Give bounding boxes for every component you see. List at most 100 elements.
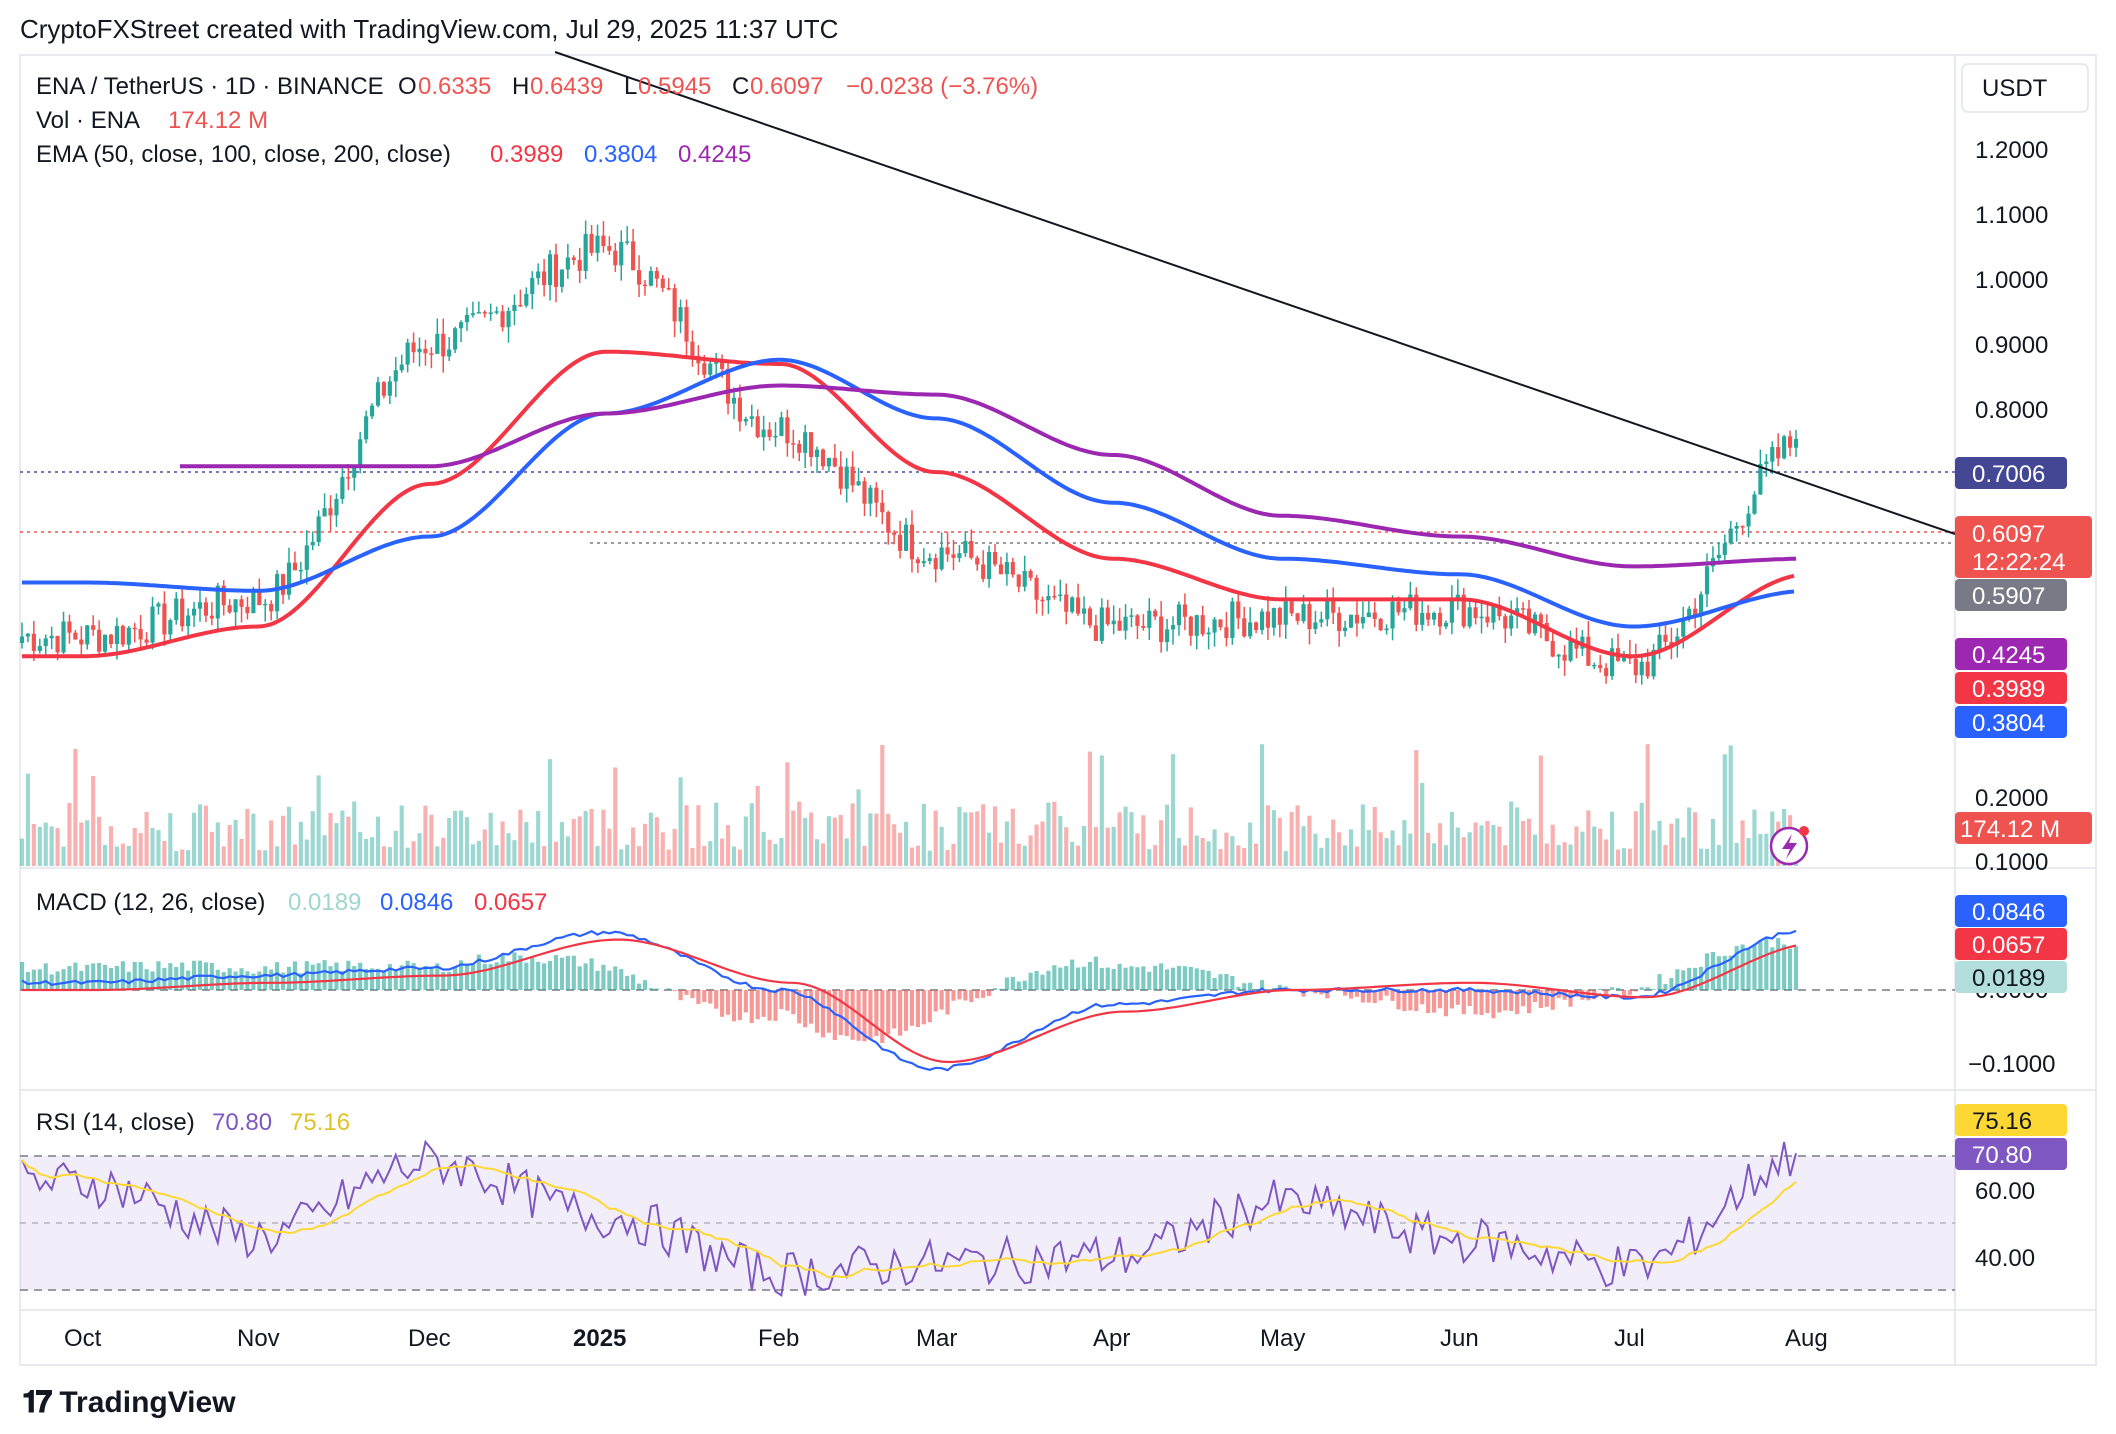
x-label: Nov (237, 1325, 280, 1352)
trading-chart[interactable]: ENA / TetherUS · 1D · BINANCE O 0.6335 H… (0, 0, 2116, 1390)
candle-body (868, 487, 873, 504)
candle-body (1076, 597, 1081, 614)
descending-trendline[interactable] (554, 51, 1956, 535)
macd-hist-bar (542, 963, 547, 990)
candle-body (280, 574, 286, 595)
candle-body (227, 605, 232, 613)
macd-hist-bar (814, 990, 820, 1033)
candle-body (898, 534, 903, 551)
macd-hist-bar (316, 963, 321, 990)
volume-bar (1010, 808, 1015, 866)
candle-body (1758, 463, 1763, 495)
volume-bar (500, 821, 505, 866)
macd-hist-bar (1254, 988, 1259, 990)
volume-bar (702, 845, 707, 866)
candle-body (921, 561, 926, 564)
macd-hist-bar (393, 970, 398, 990)
macd-hist-bar (251, 973, 256, 990)
volume-bar (1455, 827, 1460, 866)
currency-label[interactable]: USDT (1982, 75, 2048, 102)
candle-body (720, 361, 725, 369)
volume-bar (1301, 826, 1306, 866)
macd-hist-bar (1248, 982, 1253, 990)
volume-bar (530, 842, 535, 866)
time-axis[interactable]: Oct Nov Dec 2025 Feb Mar Apr May Jun Jul… (64, 1325, 1828, 1352)
candle-body (156, 603, 161, 607)
volume-bar (1200, 838, 1205, 866)
candle-body (1153, 610, 1158, 617)
macd-hist-bar (1259, 980, 1265, 990)
macd-hist-bar (221, 972, 226, 990)
macd-hist-bar (536, 961, 541, 990)
candle-body (589, 233, 594, 253)
macd-hist-bar (1432, 990, 1437, 1013)
candle-body (826, 457, 831, 467)
lightning-icon[interactable] (1769, 826, 1809, 866)
candle-body (304, 545, 309, 570)
macd-hist-bar (708, 990, 713, 1004)
volume-bar (1473, 822, 1478, 866)
macd-hist-bar (233, 971, 238, 990)
macd-hist-bar (981, 990, 986, 998)
macd-hist-bar (346, 960, 351, 990)
candle-body (1497, 604, 1502, 617)
macd-hist-bar (963, 990, 968, 1001)
tradingview-logo-icon: 𝟏𝟕 (22, 1386, 52, 1419)
volume-bar (458, 810, 464, 866)
volume-bar (636, 846, 642, 866)
candle-body (957, 553, 962, 558)
candle-body (1384, 628, 1389, 631)
tradingview-logo[interactable]: 𝟏𝟕 TradingView (22, 1386, 236, 1420)
candle-body (678, 307, 683, 322)
macd-hist-bar (731, 990, 737, 1022)
volume-bar (536, 810, 541, 866)
volume-bar (1159, 820, 1164, 866)
volume-bar (168, 813, 173, 866)
candle-body (1604, 668, 1609, 677)
volume-bar (838, 814, 843, 866)
volume-bar (1746, 838, 1751, 866)
macd-hist-bar (1348, 990, 1354, 999)
countdown-badge: 12:22:24 (1972, 549, 2065, 576)
candle-body (969, 540, 974, 558)
macd-hist-bar (1022, 980, 1027, 990)
volume-bar (1764, 833, 1769, 866)
candle-body (364, 416, 369, 440)
volume-bar (1117, 812, 1122, 866)
volume-bar (20, 838, 25, 866)
macd-hist-bar (156, 961, 161, 990)
volume-bar (1212, 829, 1217, 866)
volume-bar (1129, 812, 1134, 866)
volume-bar (903, 821, 909, 866)
candle-body (951, 554, 956, 558)
candle-body (1414, 594, 1419, 625)
volume-bar (1621, 848, 1627, 866)
macd-hist-bar (743, 990, 748, 1013)
rsi-ma-value: 75.16 (290, 1109, 350, 1136)
candle-body (1236, 601, 1241, 619)
currency-box[interactable] (1961, 63, 2089, 113)
candle-body (298, 569, 303, 572)
macd-hist-bar (1010, 976, 1015, 990)
candle-body (820, 449, 826, 467)
rsi-ma-line (21, 1159, 1797, 1279)
candle-body (702, 363, 707, 375)
last-price-badge: 0.6097 (1972, 521, 2045, 548)
candle-body (1028, 570, 1033, 578)
candle-body (174, 598, 179, 621)
volume-bar (1532, 834, 1538, 866)
macd-hist-bar (1639, 987, 1644, 990)
volume-bar (1016, 843, 1021, 866)
candle-body (381, 382, 386, 396)
price-axis[interactable]: USDT 1.2000 1.1000 1.0000 0.9000 0.8000 … (1961, 63, 2089, 1272)
volume-bar (470, 844, 475, 866)
macd-tick: −0.1000 (1968, 1051, 2055, 1078)
volume-bar (114, 846, 120, 866)
candle-body (832, 457, 837, 467)
macd-hist-bar (767, 990, 772, 1021)
candle-body (292, 562, 297, 571)
candle-body (1307, 604, 1312, 630)
volume-bar (482, 829, 487, 866)
volume-bar (571, 818, 576, 866)
macd-hist-bar (589, 958, 594, 990)
